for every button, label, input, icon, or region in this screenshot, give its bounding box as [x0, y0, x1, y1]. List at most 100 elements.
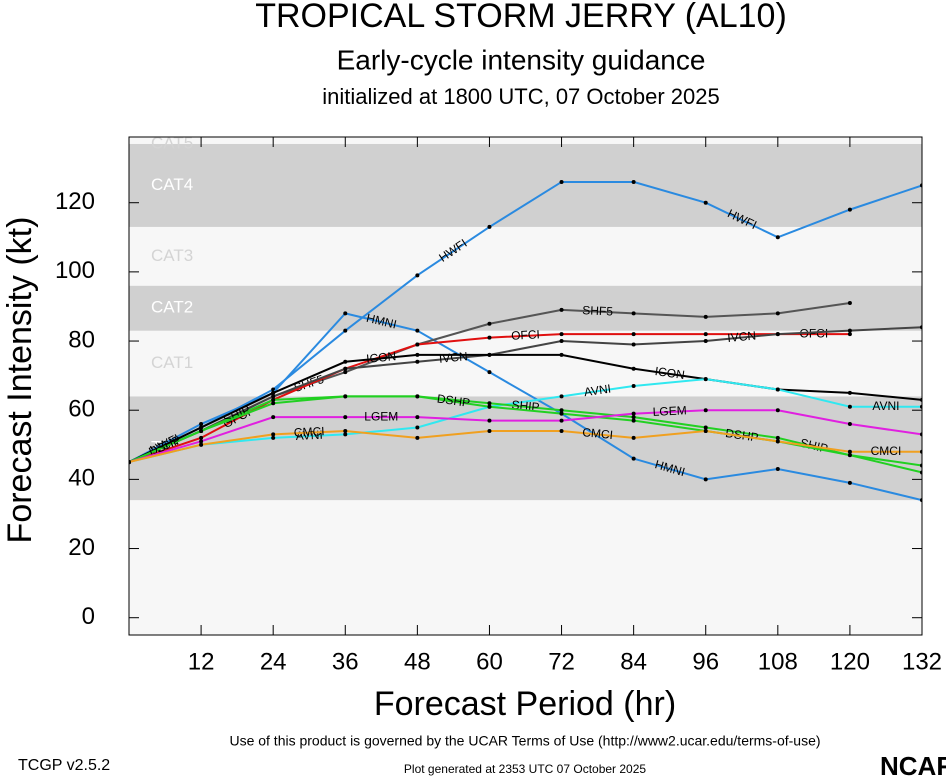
- data-point: [631, 456, 636, 461]
- data-point: [775, 311, 780, 316]
- data-point: [631, 384, 636, 388]
- data-point: [343, 311, 348, 316]
- axes: 0 20 40 60 80 100 120 12 24 36 48 60 72 84 96 108 120 132: [55, 136, 942, 675]
- plot-area: TSCAT1CAT2CAT3CAT4CAT5HWFIHWFIHWFIHMNIHM…: [129, 133, 922, 635]
- data-point: [271, 397, 276, 402]
- data-point: [847, 449, 852, 454]
- data-point: [415, 425, 420, 430]
- data-point: [343, 366, 348, 371]
- data-point: [703, 377, 708, 382]
- line-label: AVNI: [583, 382, 612, 400]
- data-point: [775, 235, 780, 240]
- x-tick-label: 36: [332, 648, 359, 675]
- data-point: [559, 339, 564, 344]
- data-point: [703, 339, 708, 344]
- data-point: [415, 273, 420, 278]
- chart-subtitle: initialized at 1800 UTC, 07 October 2025: [322, 84, 719, 109]
- data-point: [199, 425, 204, 430]
- data-point: [343, 428, 348, 433]
- y-tick-label: 80: [68, 326, 95, 353]
- data-point: [775, 467, 780, 471]
- data-point: [271, 435, 276, 440]
- chart-subtitle: Early-cycle intensity guidance: [337, 44, 706, 75]
- data-point: [487, 428, 492, 433]
- series-line: [129, 353, 922, 463]
- terms-note: Use of this product is governed by the U…: [229, 733, 820, 749]
- data-point: [559, 307, 564, 312]
- data-point: [415, 359, 420, 364]
- data-point: [631, 311, 636, 316]
- intensity-band: [129, 330, 922, 397]
- data-point: [271, 401, 276, 406]
- data-point: [343, 432, 348, 437]
- x-tick-label: 120: [830, 648, 870, 675]
- intensity-band: [129, 285, 922, 331]
- intensity-band: [129, 396, 922, 501]
- data-point: [487, 370, 492, 375]
- line-label: OFCI: [511, 327, 540, 342]
- data-point: [271, 390, 276, 395]
- data-point: [559, 179, 564, 184]
- data-point: [415, 394, 420, 399]
- data-point: [847, 422, 852, 427]
- logo: NCAR: [880, 751, 946, 780]
- data-point: [271, 415, 276, 420]
- x-tick-label: 96: [692, 648, 719, 675]
- data-point: [847, 207, 852, 212]
- x-tick-label: 72: [548, 648, 575, 675]
- data-point: [631, 411, 636, 416]
- data-point: [631, 418, 636, 423]
- data-point: [343, 394, 348, 399]
- data-point: [631, 332, 636, 337]
- y-tick-label: 40: [68, 465, 95, 492]
- x-axis-label: Forecast Period (hr): [374, 685, 676, 723]
- line-label: LGEM: [364, 409, 398, 423]
- series-line: [129, 395, 922, 474]
- data-point: [487, 335, 492, 340]
- data-point: [775, 439, 780, 444]
- data-point: [559, 352, 564, 357]
- band-label: CAT3: [151, 246, 193, 265]
- data-point: [703, 428, 708, 433]
- data-point: [847, 301, 852, 305]
- data-point: [703, 477, 708, 482]
- band-label: CAT1: [151, 353, 193, 372]
- data-point: [343, 359, 348, 364]
- data-point: [631, 342, 636, 347]
- plot-frame: [128, 136, 923, 636]
- data-point: [775, 408, 780, 413]
- data-point: [415, 342, 420, 347]
- data-point: [847, 332, 852, 337]
- data-point: [559, 332, 564, 337]
- y-tick-label: 100: [55, 257, 95, 284]
- data-point: [847, 480, 852, 485]
- data-point: [487, 401, 492, 406]
- y-tick-label: 60: [68, 396, 95, 423]
- data-point: [343, 415, 348, 420]
- line-label: CMCI: [294, 424, 325, 439]
- data-point: [343, 328, 348, 333]
- line-label: ICON: [654, 364, 686, 382]
- y-tick-label: 0: [82, 603, 95, 630]
- generated-note: Plot generated at 2353 UTC 07 October 20…: [404, 762, 646, 776]
- band-label: CAT5: [151, 133, 193, 152]
- line-label: LGEM: [652, 403, 687, 419]
- data-point: [631, 435, 636, 440]
- data-point: [703, 332, 708, 337]
- data-point: [271, 394, 276, 399]
- data-point: [487, 224, 492, 229]
- data-point: [271, 432, 276, 437]
- band-label: CAT2: [151, 298, 193, 317]
- data-point: [343, 370, 348, 375]
- data-point: [559, 411, 564, 416]
- chart-title: TROPICAL STORM JERRY (AL10): [255, 0, 787, 35]
- line-label: AVNI: [872, 399, 899, 413]
- data-point: [415, 415, 420, 420]
- line-label: ICON: [366, 349, 397, 366]
- data-point: [199, 442, 204, 447]
- line-label: HMNI: [365, 311, 398, 332]
- line-label: SHF5: [582, 303, 614, 318]
- data-point: [631, 179, 636, 184]
- data-point: [199, 439, 204, 444]
